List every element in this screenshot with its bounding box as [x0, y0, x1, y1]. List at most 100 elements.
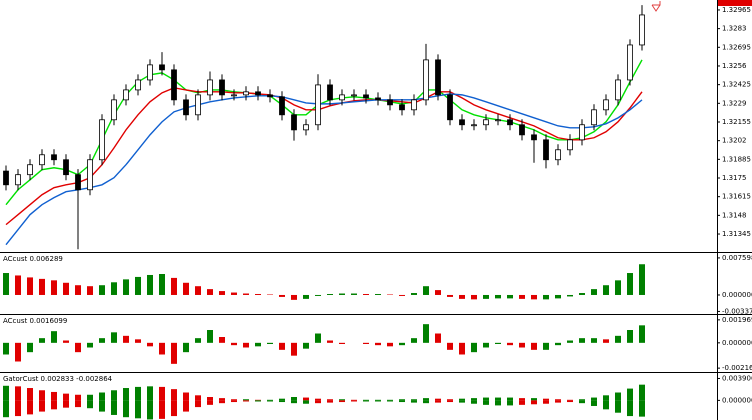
histogram-bar [207, 330, 213, 343]
candle-body [231, 94, 237, 97]
gator-upper-bar [495, 397, 501, 401]
gator-upper-bar [3, 385, 9, 401]
gator-upper-bar [543, 398, 549, 401]
gator-lower-bar [531, 400, 537, 405]
histogram-bar [483, 342, 489, 348]
histogram-bar [627, 273, 633, 295]
histogram-bar [531, 294, 537, 300]
candle-body [435, 59, 441, 96]
gator-lower-bar [243, 400, 249, 402]
histogram-bar [615, 335, 621, 343]
gator-lower-bar [303, 400, 309, 404]
gator-lower-bar [483, 400, 489, 405]
y-tick-label: 1.3256 [722, 62, 747, 70]
gator-upper-bar [591, 397, 597, 401]
histogram-bar [171, 277, 177, 295]
histogram-bar [87, 342, 93, 348]
gator-lower-bar [363, 400, 369, 402]
candle-body [111, 99, 117, 121]
candle-body [543, 139, 549, 161]
gator-lower-bar [195, 400, 201, 408]
histogram-bar [423, 286, 429, 295]
y-tick-label: 0.000000 [722, 291, 752, 299]
histogram-bar [111, 282, 117, 295]
gator-lower-bar [591, 400, 597, 406]
gator-lower-bar [219, 400, 225, 404]
histogram-bar [579, 338, 585, 343]
gator-upper-bar [99, 392, 105, 401]
histogram-bar [183, 282, 189, 295]
y-tick-label: 1.31615 [722, 193, 751, 201]
histogram-bar [291, 294, 297, 300]
candle-body [603, 99, 609, 111]
gator-lower-bar [375, 400, 381, 402]
gator-upper-bar [555, 399, 561, 401]
histogram-bar [315, 333, 321, 343]
gator-lower-bar [495, 400, 501, 406]
y-tick-label: 0.0000000 [722, 339, 752, 347]
candle-body [447, 94, 453, 121]
histogram-bar [519, 342, 525, 348]
histogram-bar [39, 278, 45, 295]
gator-lower-bar [519, 400, 525, 405]
y-tick-label: 1.32695 [722, 43, 751, 51]
gator-lower-bar [135, 400, 141, 419]
gator-upper-bar [579, 399, 585, 401]
gator-lower-bar [87, 400, 93, 409]
candle-body [507, 119, 513, 126]
candle-body [219, 79, 225, 96]
candle-body [459, 119, 465, 126]
gator-upper-bar [183, 392, 189, 401]
gator-upper-bar [15, 386, 21, 401]
gator-lower-bar [471, 400, 477, 404]
histogram-bar [195, 338, 201, 343]
histogram-bar [399, 294, 405, 296]
gator-lower-bar [279, 400, 285, 403]
y-tick-label: 1.32425 [722, 81, 751, 89]
histogram-bar [411, 338, 417, 343]
histogram-bar [399, 342, 405, 346]
gator-upper-bar [423, 398, 429, 401]
histogram-bar [543, 294, 549, 300]
gator-upper-bar [207, 397, 213, 401]
histogram-bar [303, 294, 309, 299]
gator-upper-bar [63, 393, 69, 401]
histogram-bar [591, 338, 597, 343]
gator-upper-bar [363, 399, 369, 401]
histogram-bar [51, 280, 57, 295]
y-tick-label: 1.3229 [722, 99, 747, 107]
candle-body [531, 134, 537, 141]
gator-upper-bar [147, 386, 153, 401]
y-tick-label: 0.007598 [722, 254, 752, 262]
gator-lower-bar [3, 400, 9, 418]
histogram-bar [279, 294, 285, 297]
gator-lower-bar [327, 400, 333, 403]
histogram-bar [375, 342, 381, 346]
histogram-bar [111, 332, 117, 343]
histogram-bar [339, 342, 345, 344]
histogram-bar [15, 342, 21, 362]
y-tick-label: 1.31885 [722, 155, 751, 163]
gator-upper-bar [327, 399, 333, 401]
histogram-bar [363, 294, 369, 295]
candle-body [375, 97, 381, 101]
candle-body [519, 124, 525, 136]
y-tick-label: 0.000000 [722, 396, 752, 404]
candle-body [315, 84, 321, 126]
candle-body [63, 159, 69, 176]
gator-upper-bar [339, 399, 345, 401]
candle-body [615, 79, 621, 101]
candle-body [183, 99, 189, 116]
gator-lower-bar [267, 400, 273, 402]
histogram-bar [63, 282, 69, 295]
gator-lower-bar [27, 400, 33, 415]
gator-lower-bar [399, 400, 405, 403]
gator-lower-bar [435, 400, 441, 403]
candle-body [267, 94, 273, 98]
candle-body [567, 139, 573, 151]
candle-body [27, 164, 33, 176]
histogram-bar [315, 294, 321, 296]
gator-upper-bar [27, 388, 33, 401]
histogram-bar [219, 337, 225, 343]
